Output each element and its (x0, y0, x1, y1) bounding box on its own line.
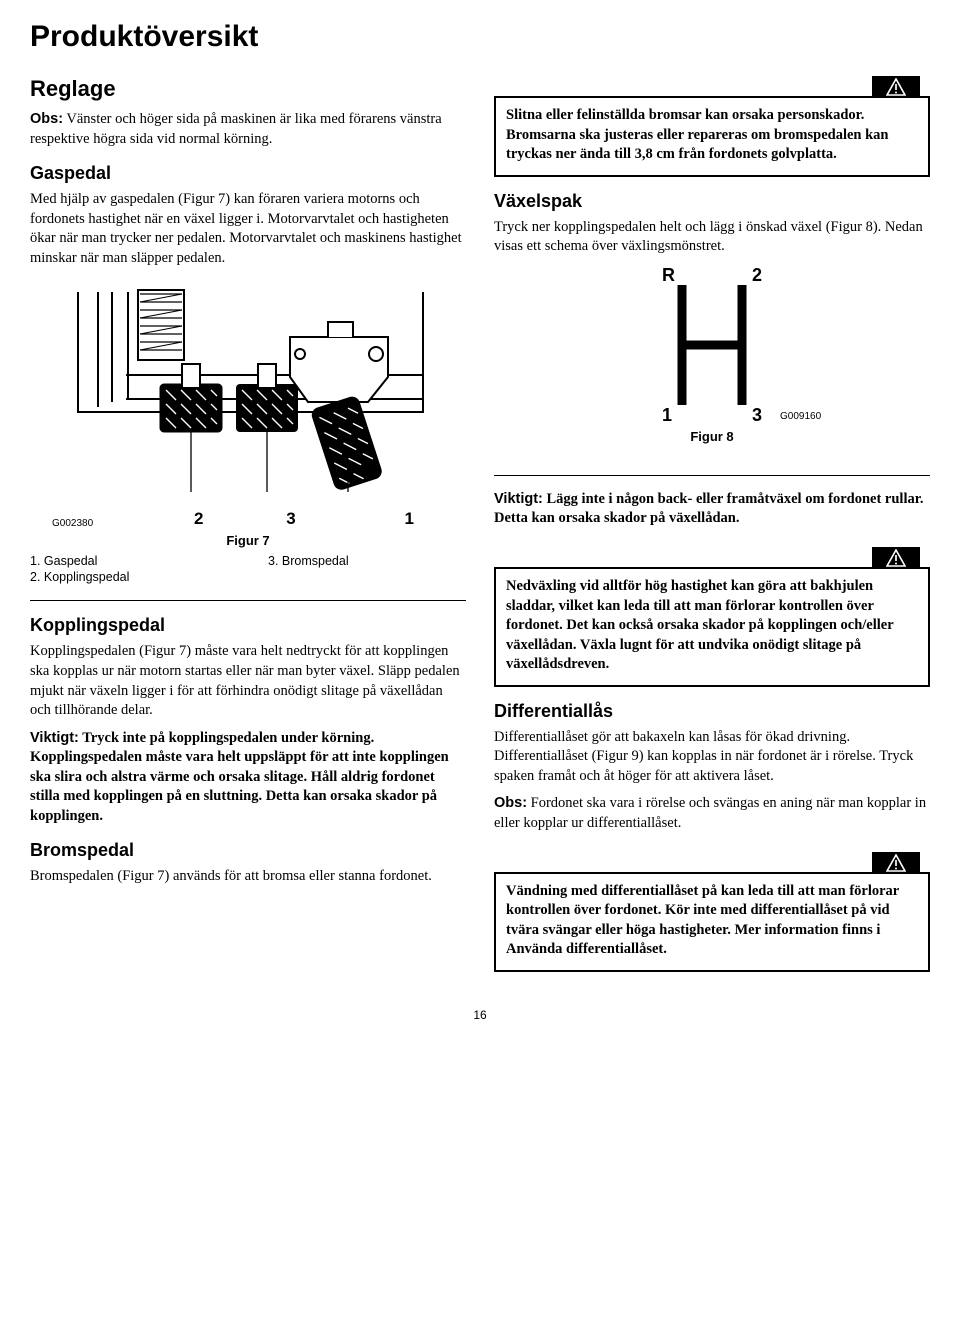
obs-label-2: Obs: (494, 795, 527, 811)
warning-1-text: Slitna eller felinställda bromsar kan or… (506, 106, 918, 165)
figure7-code: G002380 (52, 518, 93, 529)
bromspedal-heading: Bromspedal (30, 840, 466, 861)
bromspedal-body: Bromspedalen (Figur 7) används för att b… (30, 867, 466, 887)
warning-2-text: Nedväxling vid alltför hög hastighet kan… (506, 577, 918, 675)
viktigt-label-2: Viktigt: (494, 491, 543, 507)
gaspedal-body: Med hjälp av gaspedalen (Figur 7) kan fö… (30, 190, 466, 268)
warning-box-1: Slitna eller felinställda bromsar kan or… (494, 96, 930, 177)
reglage-obs: Obs: Vänster och höger sida på maskinen … (30, 110, 466, 149)
vaxelspak-body: Tryck ner kopplingspedalen helt och lägg… (494, 218, 930, 257)
fig8-R: R (662, 265, 675, 286)
kopplingspedal-heading: Kopplingspedal (30, 615, 466, 636)
warning-3-text: Vändning med differentiallåset på kan le… (506, 882, 918, 960)
legend-3: 3. Bromspedal (268, 554, 466, 568)
gaspedal-heading: Gaspedal (30, 163, 466, 184)
viktigt-2-text: Lägg inte i någon back- eller framåtväxe… (494, 491, 923, 527)
fig8-3: 3 (752, 405, 762, 426)
warning-box-2: Nedväxling vid alltför hög hastighet kan… (494, 567, 930, 687)
fig8-code: G009160 (780, 411, 821, 422)
figure7-legend: 1. Gaspedal 2. Kopplingspedal 3. Bromspe… (30, 554, 466, 586)
kopplingspedal-viktigt: Viktigt: Tryck inte på kopplingspedalen … (30, 729, 466, 827)
viktigt-label: Viktigt: (30, 730, 79, 746)
page-number: 16 (30, 1008, 930, 1022)
figure7-num2: 2 (194, 509, 203, 529)
pedals-illustration (68, 282, 428, 502)
warning-icon (872, 852, 920, 874)
viktigt-2: Viktigt: Lägg inte i någon back- eller f… (494, 490, 930, 529)
two-column-layout: Reglage Obs: Vänster och höger sida på m… (30, 66, 930, 986)
kopplingspedal-body: Kopplingspedalen (Figur 7) måste vara he… (30, 642, 466, 720)
figure-7: G002380 2 3 1 Figur 7 (30, 282, 466, 548)
warning-icon (872, 76, 920, 98)
vaxelspak-heading: Växelspak (494, 191, 930, 212)
obs-label: Obs: (30, 111, 63, 127)
differentiallas-obs: Obs: Fordonet ska vara i rörelse och svä… (494, 794, 930, 833)
figure7-num1: 1 (405, 509, 414, 529)
warning-icon (872, 547, 920, 569)
page-title: Produktöversikt (30, 20, 930, 54)
divider-2 (494, 475, 930, 476)
fig8-2: 2 (752, 265, 762, 286)
viktigt-text: Tryck inte på kopplingspedalen under kör… (30, 730, 449, 824)
left-column: Reglage Obs: Vänster och höger sida på m… (30, 66, 466, 986)
shift-pattern-diagram (612, 265, 812, 425)
reglage-obs-text: Vänster och höger sida på maskinen är li… (30, 111, 442, 147)
figure8-caption: Figur 8 (612, 429, 812, 444)
differentiallas-heading: Differentiallås (494, 701, 930, 722)
warning-box-3: Vändning med differentiallåset på kan le… (494, 872, 930, 972)
differentiallas-obs-text: Fordonet ska vara i rörelse och svängas … (494, 795, 926, 831)
right-column: Slitna eller felinställda bromsar kan or… (494, 66, 930, 986)
legend-1: 1. Gaspedal (30, 554, 228, 568)
divider (30, 600, 466, 601)
reglage-heading: Reglage (30, 76, 466, 102)
fig8-1: 1 (662, 405, 672, 426)
figure7-num3: 3 (286, 509, 295, 529)
legend-2: 2. Kopplingspedal (30, 570, 228, 584)
differentiallas-body: Differentiallåset gör att bakaxeln kan l… (494, 728, 930, 787)
figure-8: R 2 1 3 G009160 Figur 8 (612, 265, 812, 445)
figure7-caption: Figur 7 (30, 533, 466, 548)
